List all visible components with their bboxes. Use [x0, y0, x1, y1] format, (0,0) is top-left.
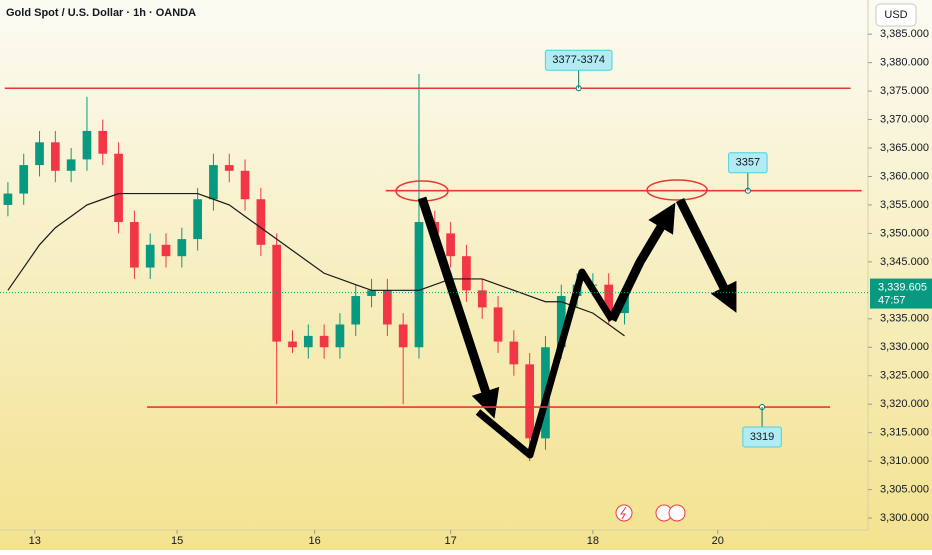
y-tick-label: 3,315.000 [880, 427, 929, 439]
event-icon[interactable] [615, 504, 633, 522]
y-tick-label: 3,370.000 [880, 113, 929, 125]
candle-body [161, 244, 171, 257]
candle-body [272, 244, 282, 342]
candle-body [335, 324, 345, 348]
level-label-box [728, 152, 768, 174]
x-tick-label: 13 [29, 535, 41, 547]
candle-body [177, 239, 187, 257]
y-tick-label: 3,345.000 [880, 256, 929, 268]
last-price-box [870, 278, 932, 309]
level-label-box [544, 49, 613, 71]
candle-body [114, 153, 123, 223]
currency-label: USD [884, 9, 907, 21]
x-tick-label: 17 [444, 535, 456, 547]
candle-body [462, 256, 471, 291]
candle-body [288, 341, 297, 348]
event-icon-glyph [620, 506, 627, 520]
last-price-label: 3,339.605 [878, 281, 927, 293]
candle-body [50, 142, 60, 171]
moving-average [7, 192, 625, 337]
candle-body [351, 296, 361, 325]
y-tick-label: 3,350.000 [880, 227, 929, 239]
y-tick-label: 3,375.000 [880, 85, 929, 97]
event-icons [615, 504, 686, 522]
candle-body [525, 364, 535, 439]
y-tick-label: 3,365.000 [880, 142, 929, 154]
level-label-box [742, 426, 782, 448]
candle-body [383, 290, 392, 325]
candle-body [303, 335, 313, 348]
candle-body [66, 159, 76, 171]
candle-body [319, 335, 329, 348]
y-tick-label: 3,310.000 [880, 455, 929, 467]
candle-body [193, 199, 202, 240]
y-tick-label: 3,335.000 [880, 313, 929, 325]
candle-body [604, 284, 614, 314]
level-label: 3377-3374 [552, 54, 605, 66]
x-tick-label: 18 [587, 535, 599, 547]
candle-body [477, 290, 487, 308]
candle-body [82, 130, 92, 160]
y-tick-label: 3,305.000 [880, 483, 929, 495]
y-tick-label: 3,325.000 [880, 370, 929, 382]
arrow [417, 196, 500, 419]
candle-body [509, 341, 519, 365]
candle-body [493, 307, 503, 342]
arrow [475, 268, 615, 459]
x-tick-label: 16 [309, 535, 321, 547]
arrow [607, 202, 676, 322]
countdown-label: 47:57 [878, 294, 906, 306]
y-tick-label: 3,360.000 [880, 170, 929, 182]
candle-body [3, 193, 13, 205]
y-tick-label: 3,330.000 [880, 341, 929, 353]
level-label: 3319 [750, 431, 774, 443]
candle-body [556, 296, 566, 348]
y-tick-label: 3,355.000 [880, 199, 929, 211]
candle-body [414, 222, 424, 348]
candle-body [19, 165, 29, 194]
candle-body [367, 290, 376, 297]
candle-body [446, 233, 455, 257]
y-tick-label: 3,320.000 [880, 398, 929, 410]
candle-body [145, 244, 155, 268]
candle-body [256, 199, 266, 245]
candle-body [398, 324, 408, 348]
arrow [675, 197, 737, 313]
chart-title: Gold Spot / U.S. Dollar · 1h · OANDA [6, 7, 196, 19]
x-tick-label: 20 [712, 535, 724, 547]
event-icon[interactable] [668, 504, 686, 522]
drawings [395, 179, 737, 459]
candle-body [98, 130, 108, 154]
x-tick-label: 15 [171, 535, 183, 547]
candle-body [224, 165, 234, 171]
candle-body [240, 170, 250, 200]
candle-body [209, 165, 218, 200]
plot-area [3, 74, 629, 462]
y-tick-label: 3,380.000 [880, 57, 929, 69]
y-tick-label: 3,300.000 [880, 512, 929, 524]
level-label: 3357 [736, 157, 760, 169]
y-tick-label: 3,385.000 [880, 28, 929, 40]
currency-button[interactable] [875, 3, 917, 27]
candle-body [35, 142, 44, 166]
candle-body [130, 222, 139, 268]
